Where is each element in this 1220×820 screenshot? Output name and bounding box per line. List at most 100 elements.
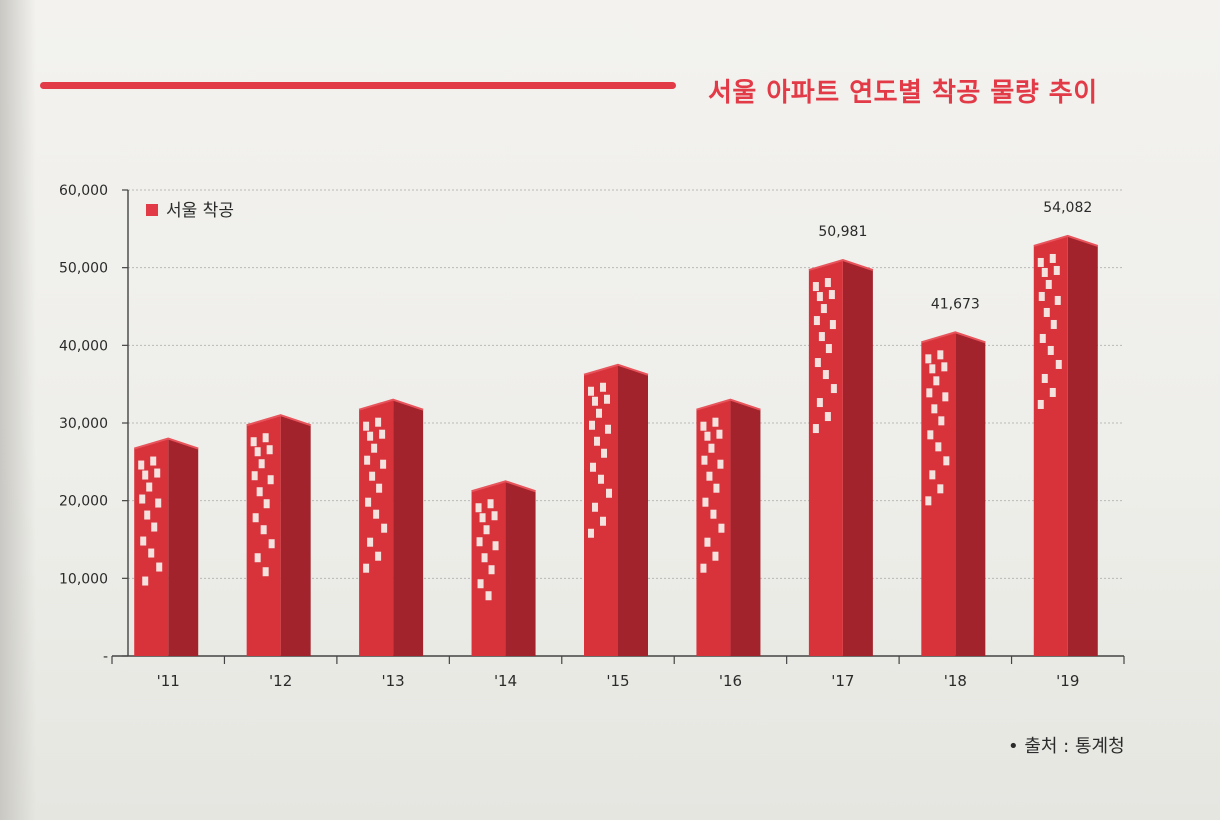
bar-window <box>1039 333 1046 343</box>
bar <box>696 399 731 656</box>
bar-window <box>1037 399 1044 409</box>
bar-window <box>931 404 938 414</box>
bar-window <box>1055 359 1062 369</box>
bar-top <box>246 414 311 427</box>
bar-window <box>716 429 723 439</box>
x-tick-label: '13 <box>382 672 405 690</box>
bar-window <box>376 483 383 493</box>
bar-window <box>1047 345 1054 355</box>
bar-window <box>816 292 823 302</box>
chart-title: 서울 아파트 연도별 착공 물량 추이 <box>708 78 1098 108</box>
bar <box>134 438 169 656</box>
bar-top <box>133 437 199 450</box>
bar-window <box>712 551 719 561</box>
bar-window <box>380 459 387 469</box>
y-tick-label: 10,000 <box>59 571 108 587</box>
bar-window <box>477 579 484 589</box>
bar <box>359 399 394 656</box>
bar-window <box>710 509 717 519</box>
bar-side <box>955 332 986 656</box>
bar-window <box>604 394 610 404</box>
bar-top <box>358 398 424 411</box>
bar-window <box>254 447 261 457</box>
bar-window <box>488 565 495 575</box>
bar-window <box>487 499 494 509</box>
bar-window <box>717 459 724 469</box>
bar-window <box>942 392 949 402</box>
bar-window <box>605 424 611 434</box>
bar-top <box>583 363 649 376</box>
bar-window <box>941 362 948 372</box>
bar-window <box>812 424 819 434</box>
bar-window <box>700 421 707 431</box>
bar-window <box>828 290 835 300</box>
bar-window <box>150 456 157 466</box>
bar-window <box>373 509 380 519</box>
bar-window <box>704 537 711 547</box>
bar-window <box>140 536 147 546</box>
data-label: 50,981 <box>818 224 867 240</box>
bar-window <box>481 553 488 563</box>
page-shadow <box>0 0 36 820</box>
legend-label: 서울 착공 <box>166 201 234 221</box>
bar-window <box>1038 291 1045 301</box>
bar-window <box>375 551 382 561</box>
bar-window <box>594 436 600 446</box>
bar-window <box>138 460 145 470</box>
bar-window <box>262 567 269 577</box>
data-label: 41,673 <box>931 296 980 312</box>
y-tick-label: - <box>103 649 108 665</box>
bar-window <box>476 537 483 547</box>
bar-window <box>381 523 388 533</box>
bar-window <box>479 513 486 523</box>
bar-window <box>266 445 273 455</box>
bar-window <box>812 282 819 292</box>
bar-window <box>601 448 607 458</box>
bar-window <box>156 562 163 572</box>
bar-window <box>364 455 371 465</box>
bar-top <box>1033 234 1099 247</box>
bar-window <box>260 525 267 535</box>
bar-window <box>1037 257 1044 267</box>
bar-window <box>820 304 827 314</box>
bar-window <box>600 382 606 392</box>
bar-window <box>367 537 374 547</box>
bar <box>246 415 281 656</box>
x-tick-label: '18 <box>944 672 967 690</box>
y-tick-label: 20,000 <box>59 494 108 510</box>
x-tick-label: '11 <box>157 672 180 690</box>
bar-window <box>483 525 490 535</box>
bar-side <box>280 415 311 656</box>
x-tick-label: '16 <box>719 672 742 690</box>
bar-window <box>816 398 823 408</box>
bar-window <box>256 487 263 497</box>
bar-window <box>251 471 258 481</box>
data-label: 54,082 <box>1043 200 1092 216</box>
bar-window <box>367 431 374 441</box>
bar-window <box>589 420 595 430</box>
bar-window <box>491 511 498 521</box>
x-tick-label: '12 <box>269 672 292 690</box>
bar-window <box>708 443 715 453</box>
bar-window <box>148 548 155 558</box>
bar-window <box>588 386 594 396</box>
bar-window <box>144 510 151 520</box>
bar-window <box>718 523 725 533</box>
bar-window <box>475 503 482 513</box>
bar-window <box>600 516 606 526</box>
bar-window <box>829 320 836 330</box>
bar-window <box>268 539 275 549</box>
bar-window <box>250 437 257 447</box>
y-tick-label: 60,000 <box>59 183 108 199</box>
bar-window <box>379 429 386 439</box>
bar-window <box>702 497 709 507</box>
bar-window <box>254 553 261 563</box>
bar-side <box>730 399 761 656</box>
bar-window <box>596 408 602 418</box>
bar-window <box>371 443 378 453</box>
bar-window <box>1045 279 1052 289</box>
x-tick-label: '15 <box>606 672 629 690</box>
bar <box>921 332 956 656</box>
bar-window <box>701 455 708 465</box>
